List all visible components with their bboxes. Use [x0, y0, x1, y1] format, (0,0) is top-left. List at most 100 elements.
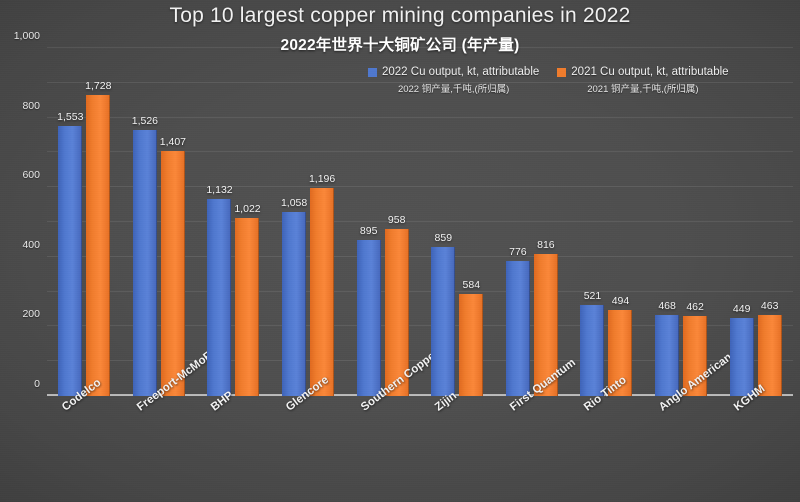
bar-group: 776 816 First Quantum: [495, 48, 578, 414]
bar-value-label: 816: [537, 239, 555, 252]
legend-entry-1[interactable]: 2021 Cu output, kt, attributable 2021 铜产量…: [557, 66, 729, 95]
bar-fill: [757, 315, 782, 396]
bar-value-label: 1,407: [159, 136, 187, 149]
bar-fill: [356, 240, 381, 396]
y-axis-tick-label: 0: [34, 378, 40, 390]
bar-value-label: 463: [760, 300, 779, 313]
legend-label: 2022 Cu output, kt, attributable: [382, 66, 540, 78]
bar-fill: [459, 294, 484, 396]
bar-group: 1,553 1,728 Codelco: [47, 48, 122, 413]
bar-value-label: 1,058: [280, 196, 308, 209]
gridline: 1,000: [14, 30, 793, 222]
legend-label: 2021 Cu output, kt, attributable: [571, 66, 729, 78]
bar-bhp-series-0[interactable]: 1,132: [206, 184, 233, 396]
chart-legend: 2022 Cu output, kt, attributable 2022 铜产量…: [368, 66, 798, 95]
y-axis-tick-label: 800: [22, 99, 40, 112]
bar-first-quantum-series-0[interactable]: 776: [505, 246, 530, 396]
legend-swatch-icon: [557, 67, 567, 77]
chart-subtitle: 2022年世界十大铜矿公司 (年产量): [280, 37, 520, 54]
y-axis-tick-label: 600: [22, 169, 40, 182]
bar-glencore-series-0[interactable]: 1,058: [281, 197, 307, 396]
bar-fill: [505, 260, 530, 396]
gridline: 1,200: [47, 186, 793, 188]
bar-value-label: 1,728: [85, 80, 112, 93]
bar-glencore-series-1[interactable]: 1,196: [309, 173, 335, 396]
bar-codelco-series-0[interactable]: 1,553: [57, 111, 83, 396]
bar-value-label: 895: [359, 225, 378, 238]
bar-fill: [282, 211, 307, 396]
bar-codelco-series-1[interactable]: 1,728: [85, 80, 111, 396]
bar-group: 1,132 1,022 BHP: [196, 48, 271, 414]
bar-fill: [683, 315, 708, 396]
bar-group: 521 494 Rio Tinto: [569, 48, 644, 414]
bar-anglo-american-series-1[interactable]: 462: [683, 301, 708, 396]
bar-anglo-american-series-0[interactable]: 468: [655, 300, 680, 396]
bar-freeport-mcmoran-series-0[interactable]: 1,526: [132, 115, 158, 396]
bar-fill: [58, 125, 83, 396]
gridline: 1,400: [47, 151, 793, 153]
gridline: 800: [22, 100, 793, 257]
bar-value-label: 468: [658, 299, 676, 312]
bar-value-label: 776: [509, 245, 527, 258]
legend-swatch-icon: [368, 67, 377, 77]
bar-group: 1,526 1,407 Freeport-McMoRan: [122, 48, 226, 413]
bar-rio-tinto-series-1[interactable]: 494: [608, 295, 633, 396]
y-axis-tick-label: 400: [22, 238, 40, 251]
bar-value-label: 521: [583, 290, 602, 303]
gridline: 1,600: [47, 116, 793, 118]
bar-fill: [729, 317, 754, 396]
gridline: 2,000: [47, 47, 793, 48]
bar-zijin-series-0[interactable]: 859: [431, 232, 456, 396]
chart-title: Top 10 largest copper mining companies i…: [169, 4, 631, 27]
bar-value-label: 462: [686, 300, 704, 313]
bar-fill: [235, 218, 260, 396]
bar-value-label: 494: [611, 295, 630, 308]
bar-fill: [580, 305, 605, 396]
legend-row: 2022 Cu output, kt, attributable: [368, 66, 539, 78]
bar-fill: [132, 130, 157, 396]
bar-group: 468 462 Anglo American: [644, 48, 734, 414]
bar-fill: [86, 95, 111, 396]
bar-freeport-mcmoran-series-1[interactable]: 1,407: [160, 136, 186, 396]
bar-group: 449 463 KGHM: [718, 48, 793, 414]
bar-fill: [310, 187, 335, 396]
gridline: 200: [22, 308, 793, 362]
bar-fill: [655, 314, 680, 396]
bar-fill: [608, 310, 633, 396]
bar-value-label: 958: [387, 214, 406, 227]
bar-value-label: 449: [732, 302, 751, 315]
legend-label-cn: 2022 铜产量,千吨,(所归属): [397, 84, 510, 95]
bar-kghm-series-1[interactable]: 463: [757, 300, 782, 396]
bar-zijin-series-1[interactable]: 584: [459, 279, 484, 396]
x-axis-line: [47, 394, 793, 396]
bar-kghm-series-0[interactable]: 449: [729, 303, 754, 396]
bar-bhp-series-1[interactable]: 1,022: [234, 203, 261, 396]
bar-fill: [207, 199, 232, 396]
bar-value-label: 1,196: [308, 172, 336, 185]
bar-southern-copper-series-1[interactable]: 958: [384, 214, 409, 396]
bar-fill: [384, 229, 409, 396]
bar-group: 1,058 1,196 Glencore: [271, 48, 346, 414]
bar-fill: [160, 151, 185, 396]
plot-area: 0 200 400 600 800 1,000 1,200 1,400 1,600 1,800 2,…: [14, 30, 793, 414]
bar-value-label: 1,022: [234, 203, 261, 216]
bar-group: 895 958 Southern Copper: [345, 48, 441, 414]
gridline: 0: [34, 378, 793, 396]
bar-rio-tinto-series-0[interactable]: 521: [580, 290, 605, 396]
legend-entry-0[interactable]: 2022 Cu output, kt, attributable 2022 铜产量…: [368, 66, 539, 95]
bar-group: 859 584 Zijin: [420, 48, 495, 414]
bar-value-label: 859: [434, 231, 453, 244]
gridline: 600: [22, 169, 793, 292]
bar-value-label: 584: [462, 279, 481, 292]
y-axis-tick-label: 1,000: [13, 30, 40, 42]
bar-southern-copper-series-0[interactable]: 895: [356, 225, 381, 396]
bar-value-label: 1,553: [57, 110, 84, 123]
bar-fill: [431, 246, 456, 396]
legend-row: 2021 Cu output, kt, attributable: [557, 66, 729, 78]
y-axis-tick-label: 200: [22, 308, 40, 321]
bar-value-label: 1,132: [206, 184, 233, 197]
bar-first-quantum-series-1[interactable]: 816: [533, 239, 558, 396]
gridline: 1,800: [47, 81, 793, 83]
gridline: 400: [22, 239, 793, 327]
